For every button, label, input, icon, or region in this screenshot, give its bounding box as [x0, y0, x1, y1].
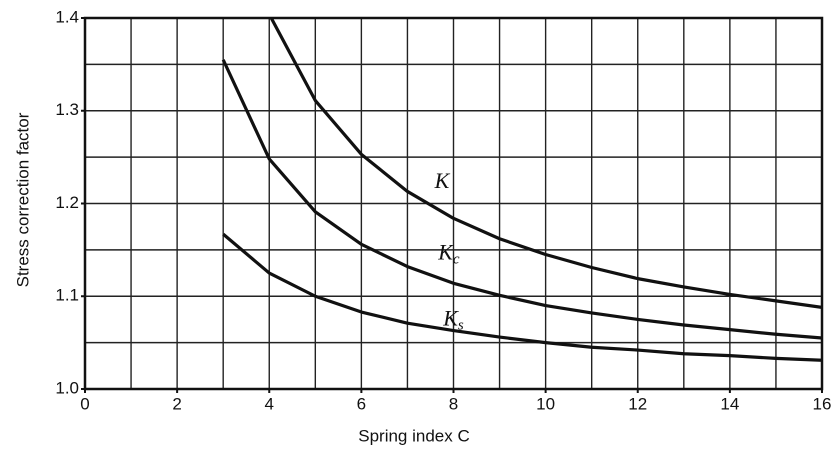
x-tick-label: 2 — [172, 394, 181, 413]
curve-label-sub: c — [453, 252, 460, 268]
curve — [222, 232, 822, 362]
x-tick-label: 6 — [357, 394, 366, 413]
curve — [221, 59, 822, 340]
x-tick-label: 8 — [449, 394, 458, 413]
curve-label: K — [434, 168, 451, 193]
y-tick-label: 1.1 — [55, 286, 79, 305]
x-tick-label: 0 — [80, 394, 89, 413]
curve-label-main: K — [442, 305, 459, 330]
y-tick-label: 1.3 — [55, 100, 79, 119]
x-tick-label: 4 — [265, 394, 274, 413]
y-axis-label: Stress correction factor — [13, 112, 32, 287]
x-tick-label: 12 — [628, 394, 647, 413]
y-tick-label: 1.0 — [55, 378, 79, 397]
curve-label: Ks — [442, 305, 464, 333]
curve — [269, 18, 822, 309]
x-tick-label: 10 — [536, 394, 555, 413]
curve-label-main: K — [437, 240, 454, 265]
curve-label: Kc — [437, 240, 460, 268]
curve-label-sub: s — [458, 318, 464, 334]
x-axis-label: Spring index C — [358, 426, 470, 445]
y-tick-label: 1.4 — [55, 7, 79, 26]
y-tick-label: 1.2 — [55, 193, 79, 212]
x-tick-label: 16 — [813, 394, 832, 413]
x-tick-label: 14 — [720, 394, 739, 413]
